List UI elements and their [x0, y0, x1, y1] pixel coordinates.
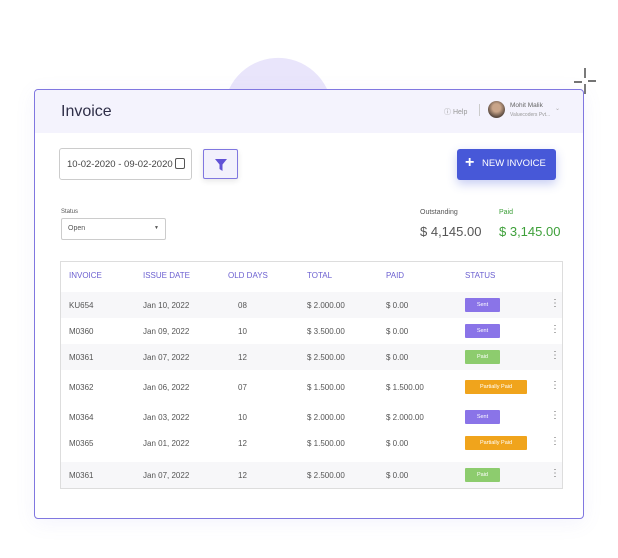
cell-days: 12 — [238, 439, 247, 448]
cell-days: 08 — [238, 301, 247, 310]
more-options-icon[interactable]: ⋮ — [550, 324, 560, 335]
cell-date: Jan 07, 2022 — [143, 471, 190, 480]
filter-button[interactable] — [203, 149, 238, 179]
more-options-icon[interactable]: ⋮ — [550, 380, 560, 391]
cell-date: Jan 01, 2022 — [143, 439, 190, 448]
cell-date: Jan 09, 2022 — [143, 327, 190, 336]
status-badge: Partially Paid — [465, 380, 527, 394]
date-range-input[interactable]: 10-02-2020 - 09-02-2020 — [59, 148, 192, 180]
cell-days: 10 — [238, 327, 247, 336]
paid-value: $ 3,145.00 — [499, 224, 561, 239]
cell-date: Jan 06, 2022 — [143, 383, 190, 392]
cell-paid: $ 0.00 — [386, 439, 409, 448]
cell-paid: $ 0.00 — [386, 471, 409, 480]
more-options-icon[interactable]: ⋮ — [550, 298, 560, 309]
paid-label: Paid — [499, 209, 514, 216]
cell-total: $ 2.000.00 — [307, 413, 345, 422]
filter-icon — [215, 159, 227, 171]
cell-paid: $ 0.00 — [386, 353, 409, 362]
cell-paid: $ 1.500.00 — [386, 383, 424, 392]
cell-total: $ 2.000.00 — [307, 301, 345, 310]
new-invoice-button[interactable]: + NEW INVOICE — [457, 149, 556, 180]
more-options-icon[interactable]: ⋮ — [550, 436, 560, 447]
column-header[interactable]: TOTAL — [307, 271, 333, 280]
status-badge: Paid — [465, 350, 500, 364]
cell-invoice[interactable]: KU654 — [69, 301, 94, 310]
cell-invoice[interactable]: M0361 — [69, 353, 94, 362]
sparkle-decoration — [574, 68, 596, 94]
column-header[interactable]: PAID — [386, 271, 405, 280]
cell-date: Jan 10, 2022 — [143, 301, 190, 310]
page-title: Invoice — [61, 103, 112, 120]
new-invoice-label: NEW INVOICE — [482, 158, 546, 169]
invoice-table: INVOICE ISSUE DATE OLD DAYS TOTAL PAID STATUS… — [60, 261, 563, 489]
help-label: Help — [452, 109, 468, 116]
outstanding-label: Outstanding — [420, 209, 458, 216]
cell-total: $ 1.500.00 — [307, 383, 345, 392]
table-row[interactable]: M0364 Jan 03, 2022 10 $ 2.000.00 $ 2.000.00 S… — [61, 404, 562, 430]
divider — [479, 104, 480, 116]
cell-paid: $ 0.00 — [386, 327, 409, 336]
table-row[interactable]: M0365 Jan 01, 2022 12 $ 1.500.00 $ 0.00 Parti… — [61, 430, 562, 456]
cell-days: 12 — [238, 471, 247, 480]
cell-total: $ 1.500.00 — [307, 439, 345, 448]
table-row[interactable]: KU654 Jan 10, 2022 08 $ 2.000.00 $ 0.00 Sent ⋮ — [61, 292, 562, 318]
cell-days: 07 — [238, 383, 247, 392]
outstanding-value: $ 4,145.00 — [420, 224, 482, 239]
column-header[interactable]: INVOICE — [69, 271, 102, 280]
chevron-down-icon[interactable]: ⌄ — [555, 106, 561, 112]
table-row[interactable]: M0361 Jan 07, 2022 12 $ 2.500.00 $ 0.00 Paid ⋮ — [61, 344, 562, 370]
user-name[interactable]: Mohit Malik — [510, 102, 543, 109]
more-options-icon[interactable]: ⋮ — [550, 468, 560, 479]
cell-paid: $ 0.00 — [386, 301, 409, 310]
cell-invoice[interactable]: M0360 — [69, 327, 94, 336]
panel-header: Invoice ⓘ Help Mohit Malik Valuecoders P… — [35, 90, 583, 133]
cell-days: 10 — [238, 413, 247, 422]
column-header[interactable]: OLD DAYS — [228, 271, 268, 280]
cell-total: $ 2.500.00 — [307, 353, 345, 362]
table-row[interactable]: M0362 Jan 06, 2022 07 $ 1.500.00 $ 1.500.00 P… — [61, 374, 562, 400]
cell-invoice[interactable]: M0361 — [69, 471, 94, 480]
status-badge: Sent — [465, 410, 500, 424]
status-badge: Sent — [465, 324, 500, 338]
cell-invoice[interactable]: M0362 — [69, 383, 94, 392]
column-header[interactable]: ISSUE DATE — [143, 271, 190, 280]
cell-invoice[interactable]: M0364 — [69, 413, 94, 422]
cell-total: $ 2.500.00 — [307, 471, 345, 480]
status-badge: Sent — [465, 298, 500, 312]
status-label: Status — [61, 209, 79, 215]
date-range-value: 10-02-2020 - 09-02-2020 — [67, 159, 173, 170]
plus-icon: + — [465, 154, 475, 171]
help-link[interactable]: ⓘ Help — [444, 109, 468, 116]
status-value: Open — [68, 225, 86, 232]
status-select[interactable]: Open ▼ — [61, 218, 166, 240]
more-options-icon[interactable]: ⋮ — [550, 350, 560, 361]
status-badge: Partially Paid — [465, 436, 527, 450]
cell-paid: $ 2.000.00 — [386, 413, 424, 422]
more-options-icon[interactable]: ⋮ — [550, 410, 560, 421]
user-company: Valuecoders Pvt... — [510, 112, 551, 118]
column-header[interactable]: STATUS — [465, 271, 496, 280]
calendar-icon[interactable] — [175, 158, 185, 169]
status-badge: Paid — [465, 468, 500, 482]
avatar[interactable] — [488, 101, 505, 118]
cell-date: Jan 07, 2022 — [143, 353, 190, 362]
table-row[interactable]: M0361 Jan 07, 2022 12 $ 2.500.00 $ 0.00 Paid ⋮ — [61, 462, 562, 488]
invoice-panel: Invoice ⓘ Help Mohit Malik Valuecoders P… — [34, 89, 584, 519]
caret-down-icon: ▼ — [154, 225, 159, 231]
table-row[interactable]: M0360 Jan 09, 2022 10 $ 3.500.00 $ 0.00 Sent ⋮ — [61, 318, 562, 344]
cell-date: Jan 03, 2022 — [143, 413, 190, 422]
cell-total: $ 3.500.00 — [307, 327, 345, 336]
cell-invoice[interactable]: M0365 — [69, 439, 94, 448]
cell-days: 12 — [238, 353, 247, 362]
